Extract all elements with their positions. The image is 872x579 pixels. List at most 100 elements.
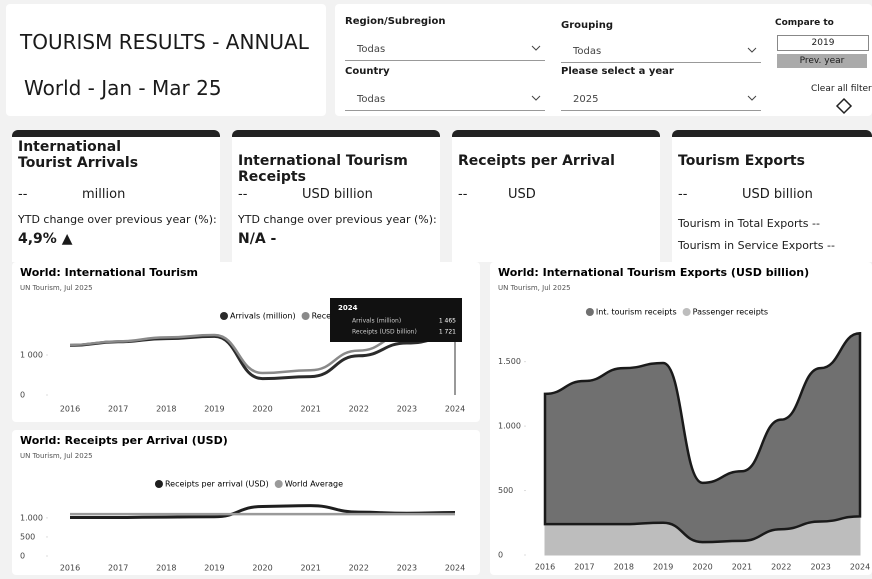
x-tick-label: 2022	[349, 405, 369, 414]
x-tick-label: 2016	[535, 563, 555, 572]
dropdown[interactable]: 2025	[561, 88, 761, 111]
legend-label: Receipts per arrival (USD)	[165, 480, 269, 489]
x-tick-label: 2024	[850, 563, 870, 572]
filter-label: Grouping	[561, 20, 613, 31]
y-tick-label: 1 000	[20, 351, 43, 360]
change-label: YTD change over previous year (%):	[238, 213, 437, 226]
kpi-card: International Tourism Receipts -- USD bill…	[232, 130, 440, 262]
card-unit: million	[82, 187, 126, 202]
card-title: International Tourism Receipts	[238, 153, 408, 185]
tooltip-label: Receipts (USD billion)	[352, 329, 417, 336]
chevron	[531, 45, 541, 51]
series-area	[543, 332, 862, 544]
y-tick-label: 1.000	[498, 422, 521, 431]
dropdown[interactable]: Todas	[345, 38, 545, 61]
chart: World: International Tourism Exports (US…	[498, 266, 870, 572]
compare-label: Compare to	[775, 18, 834, 28]
subtitle: World - Jan - Mar 25	[24, 76, 222, 100]
tooltip-title: 2024	[338, 304, 358, 312]
compare-year[interactable]: 2019	[777, 35, 869, 51]
chart: World: International Tourism UN Tourism, …	[20, 266, 465, 414]
tooltip	[330, 298, 462, 342]
card-line: Tourism in Total Exports --	[678, 217, 820, 230]
x-tick-label: 2024	[445, 564, 465, 573]
dropdown[interactable]: Todas	[345, 88, 545, 111]
x-tick-label: 2022	[771, 563, 791, 572]
x-tick-label: 2021	[300, 405, 320, 414]
card-unit: USD billion	[302, 187, 373, 202]
chevron	[747, 47, 757, 53]
kpi-card: International Tourist Arrivals -- million Y…	[12, 130, 220, 262]
x-tick-label: 2019	[204, 405, 224, 414]
dropdown[interactable]: Todas	[561, 40, 761, 63]
y-tick-label: 0	[20, 552, 25, 561]
clear-filters[interactable]: Clear all filters	[811, 84, 872, 94]
x-tick-label: 2022	[349, 564, 369, 573]
tooltip-label: Arrivals (million)	[352, 318, 401, 325]
series-line	[69, 504, 456, 519]
x-tick-label: 2019	[653, 563, 673, 572]
title: TOURISM RESULTS - ANNUAL	[20, 30, 309, 54]
chart-subtitle: UN Tourism, Jul 2025	[20, 284, 93, 292]
legend-label: Passenger receipts	[693, 308, 769, 317]
change-value: N/A -	[238, 231, 277, 247]
x-tick-label: 2017	[108, 405, 128, 414]
kpi-card: Tourism Exports -- USD billion Tourism in T…	[672, 130, 872, 262]
x-tick-label: 2016	[60, 405, 80, 414]
card-value: --	[238, 187, 248, 202]
x-tick-label: 2016	[60, 564, 80, 573]
card-title: Tourism Exports	[678, 153, 805, 169]
chart-title: World: International Tourism	[20, 266, 198, 279]
change-label: YTD change over previous year (%):	[18, 213, 217, 226]
card-title: International Tourist Arrivals	[18, 139, 139, 171]
chevron	[531, 95, 541, 101]
x-tick-label: 2020	[252, 405, 272, 414]
x-tick-label: 2017	[574, 563, 594, 572]
header: TOURISM RESULTS - ANNUAL World - Jan - M…	[6, 4, 326, 116]
legend-marker	[220, 312, 228, 320]
chart-panel: World: International Tourism Exports (US…	[490, 262, 872, 575]
y-tick-label: 1.500	[498, 357, 521, 366]
legend-label: Arrivals (million)	[230, 312, 296, 321]
legend-marker	[154, 480, 163, 488]
tooltip-value: 1 721	[439, 329, 456, 336]
legend-marker	[274, 480, 283, 488]
x-tick-label: 2023	[397, 405, 417, 414]
x-tick-label: 2020	[692, 563, 712, 572]
chart-panel: World: Receipts per Arrival (USD) UN Tour…	[12, 430, 480, 575]
filter-label: Region/Subregion	[345, 16, 446, 27]
x-tick-label: 2021	[732, 563, 752, 572]
x-tick-label: 2018	[614, 563, 634, 572]
card-value: --	[678, 187, 688, 202]
legend-marker	[585, 308, 594, 316]
chart: World: Receipts per Arrival (USD) UN Tour…	[20, 434, 465, 573]
card-value: --	[458, 187, 468, 202]
legend-marker	[682, 308, 691, 316]
card-unit: USD billion	[742, 187, 813, 202]
y-tick-label: 0	[20, 391, 25, 400]
chart-subtitle: UN Tourism, Jul 2025	[498, 284, 571, 292]
chevron	[747, 95, 757, 101]
legend-marker	[301, 312, 310, 320]
chart-title: World: Receipts per Arrival (USD)	[20, 434, 228, 447]
filter-label: Country	[345, 66, 390, 77]
chart-panel: World: International Tourism UN Tourism, …	[12, 262, 480, 422]
x-tick-label: 2019	[204, 564, 224, 573]
filter-label: Please select a year	[561, 66, 674, 77]
prev-year-button[interactable]: Prev. year	[777, 54, 867, 68]
legend-label: World Average	[285, 480, 343, 489]
x-tick-label: 2018	[156, 405, 176, 414]
card-title: Receipts per Arrival	[458, 153, 615, 169]
card-unit: USD	[508, 187, 536, 202]
kpi-card: Receipts per Arrival -- USD	[452, 130, 660, 262]
x-tick-label: 2021	[300, 564, 320, 573]
dropdown-value: Todas	[357, 94, 386, 105]
tooltip-value: 1 465	[439, 318, 456, 325]
eraser-icon	[835, 97, 853, 115]
y-tick-label: 1.000	[20, 513, 43, 522]
x-tick-label: 2017	[108, 564, 128, 573]
x-tick-label: 2023	[397, 564, 417, 573]
chart-subtitle: UN Tourism, Jul 2025	[20, 452, 93, 460]
legend-label: Int. tourism receipts	[596, 308, 677, 317]
